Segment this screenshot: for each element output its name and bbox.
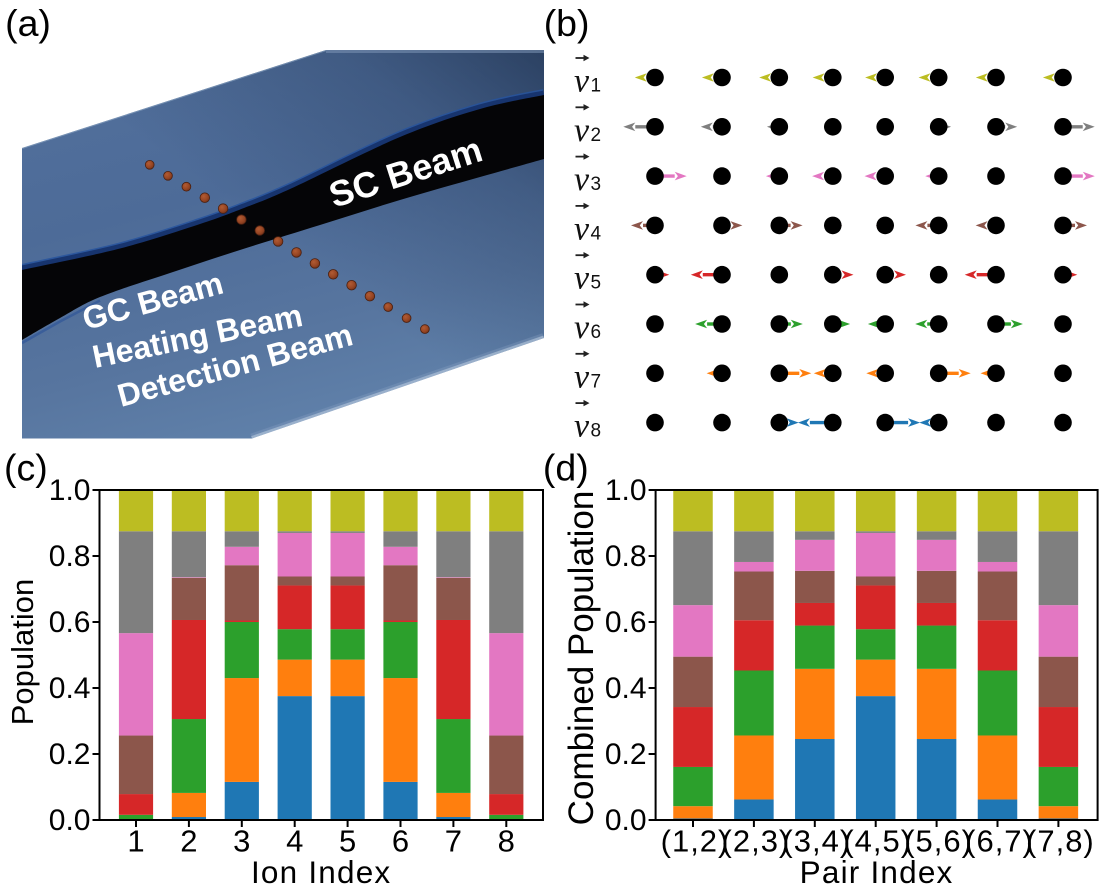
- svg-text:0.4: 0.4: [605, 672, 647, 705]
- svg-text:8: 8: [591, 421, 602, 442]
- svg-text:7: 7: [445, 824, 462, 859]
- svg-text:(3,4): (3,4): [782, 824, 851, 859]
- svg-text:Combined Population: Combined Population: [562, 491, 601, 826]
- svg-text:0.6: 0.6: [605, 606, 647, 639]
- svg-text:0.0: 0.0: [49, 804, 91, 837]
- svg-text:6: 6: [392, 824, 409, 859]
- svg-text:0.8: 0.8: [605, 540, 647, 573]
- svg-text:0.0: 0.0: [605, 804, 647, 837]
- svg-text:(4,5): (4,5): [843, 824, 912, 859]
- svg-text:v: v: [574, 309, 590, 346]
- svg-text:0.6: 0.6: [49, 606, 91, 639]
- svg-text:(1,2): (1,2): [661, 824, 730, 859]
- svg-text:0.2: 0.2: [605, 738, 647, 771]
- svg-text:2: 2: [591, 125, 602, 146]
- svg-text:v: v: [574, 63, 590, 100]
- svg-text:(c): (c): [4, 447, 48, 489]
- svg-text:Population: Population: [5, 579, 40, 726]
- svg-text:3: 3: [233, 824, 250, 859]
- svg-text:(6,7): (6,7): [965, 824, 1034, 859]
- svg-text:0.8: 0.8: [49, 540, 91, 573]
- svg-text:(5,6): (5,6): [904, 824, 973, 859]
- svg-text:1: 1: [127, 824, 144, 859]
- svg-text:v: v: [574, 358, 590, 395]
- svg-text:v: v: [574, 260, 590, 297]
- svg-text:0.4: 0.4: [49, 672, 91, 705]
- svg-text:(2,3): (2,3): [722, 824, 791, 859]
- svg-text:4: 4: [591, 223, 602, 244]
- svg-text:v: v: [574, 210, 590, 247]
- svg-text:2: 2: [180, 824, 197, 859]
- svg-text:1.0: 1.0: [49, 474, 91, 507]
- svg-text:Ion Index: Ion Index: [251, 854, 391, 890]
- svg-text:(a): (a): [5, 2, 51, 44]
- svg-text:5: 5: [339, 824, 356, 859]
- svg-text:7: 7: [591, 371, 602, 392]
- svg-text:(b): (b): [544, 2, 590, 44]
- svg-text:(d): (d): [543, 447, 589, 489]
- svg-text:Pair Index: Pair Index: [800, 854, 954, 890]
- svg-text:(7,8): (7,8): [1026, 824, 1095, 859]
- svg-text:3: 3: [591, 174, 602, 195]
- svg-text:v: v: [574, 408, 590, 445]
- svg-text:6: 6: [591, 322, 602, 343]
- svg-text:v: v: [574, 112, 590, 149]
- svg-text:v: v: [574, 161, 590, 198]
- svg-text:0.2: 0.2: [49, 738, 91, 771]
- svg-text:1.0: 1.0: [605, 474, 647, 507]
- svg-text:4: 4: [286, 824, 303, 859]
- svg-text:8: 8: [498, 824, 515, 859]
- svg-text:5: 5: [591, 273, 602, 294]
- svg-text:1: 1: [591, 76, 602, 97]
